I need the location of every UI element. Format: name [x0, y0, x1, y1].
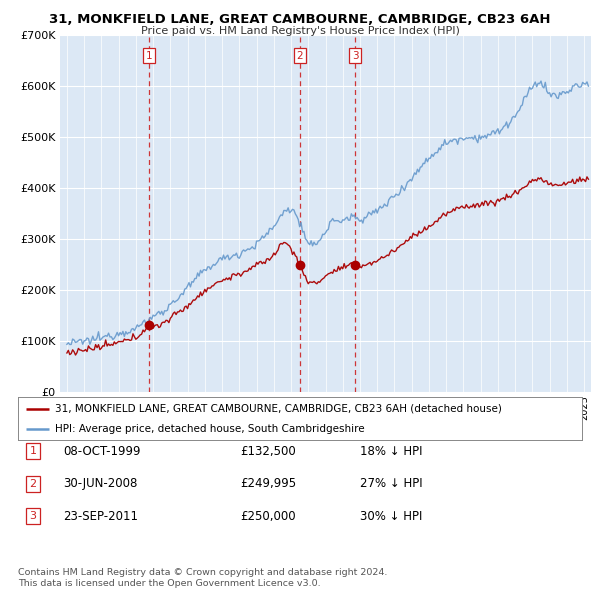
Text: £132,500: £132,500 — [240, 445, 296, 458]
Text: 08-OCT-1999: 08-OCT-1999 — [63, 445, 140, 458]
Text: 3: 3 — [29, 512, 37, 521]
Text: £249,995: £249,995 — [240, 477, 296, 490]
Text: £250,000: £250,000 — [240, 510, 296, 523]
Text: This data is licensed under the Open Government Licence v3.0.: This data is licensed under the Open Gov… — [18, 579, 320, 588]
Text: 18% ↓ HPI: 18% ↓ HPI — [360, 445, 422, 458]
Text: 30% ↓ HPI: 30% ↓ HPI — [360, 510, 422, 523]
Text: 3: 3 — [352, 51, 359, 61]
Text: 1: 1 — [29, 447, 37, 456]
Text: Price paid vs. HM Land Registry's House Price Index (HPI): Price paid vs. HM Land Registry's House … — [140, 26, 460, 36]
Text: 1: 1 — [146, 51, 152, 61]
Text: 31, MONKFIELD LANE, GREAT CAMBOURNE, CAMBRIDGE, CB23 6AH: 31, MONKFIELD LANE, GREAT CAMBOURNE, CAM… — [49, 13, 551, 26]
Text: 30-JUN-2008: 30-JUN-2008 — [63, 477, 137, 490]
Text: 31, MONKFIELD LANE, GREAT CAMBOURNE, CAMBRIDGE, CB23 6AH (detached house): 31, MONKFIELD LANE, GREAT CAMBOURNE, CAM… — [55, 404, 502, 414]
Text: HPI: Average price, detached house, South Cambridgeshire: HPI: Average price, detached house, Sout… — [55, 424, 364, 434]
Text: 23-SEP-2011: 23-SEP-2011 — [63, 510, 138, 523]
Text: Contains HM Land Registry data © Crown copyright and database right 2024.: Contains HM Land Registry data © Crown c… — [18, 568, 388, 576]
Text: 27% ↓ HPI: 27% ↓ HPI — [360, 477, 422, 490]
Text: 2: 2 — [296, 51, 303, 61]
Text: 2: 2 — [29, 479, 37, 489]
